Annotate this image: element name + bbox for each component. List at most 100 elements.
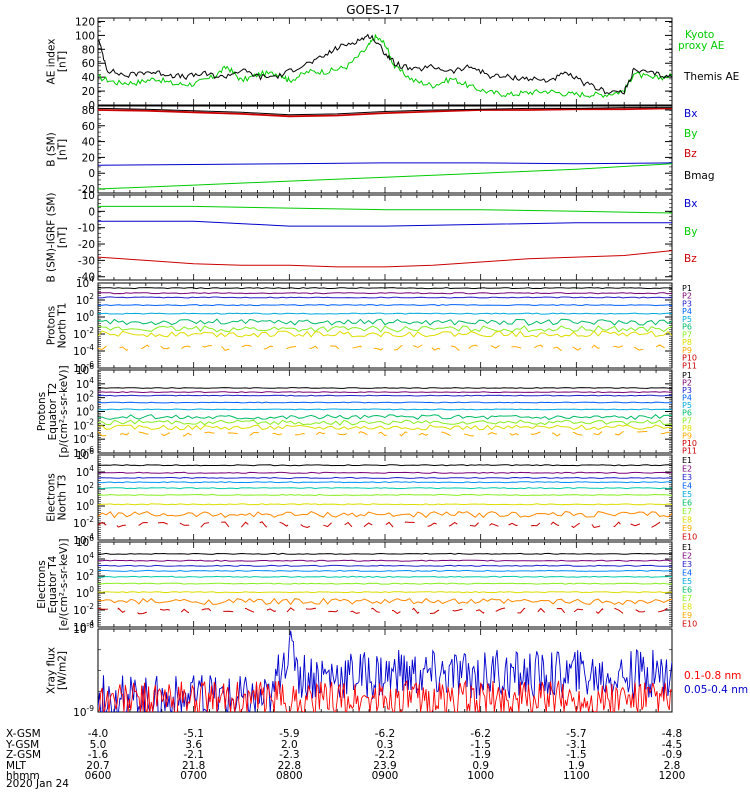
legend-p11: P11 xyxy=(682,361,697,370)
y-tick-label: 10-4 xyxy=(73,343,94,358)
y-tick-label: 106 xyxy=(76,534,94,549)
series-line-p1 xyxy=(98,387,672,389)
legend-by: By xyxy=(684,226,697,238)
legend-p6: P6 xyxy=(682,323,692,332)
y-axis-label: B (SM) xyxy=(46,132,58,166)
legend-kyoto: Kyoto xyxy=(685,29,714,41)
series-line-e3 xyxy=(98,476,672,480)
x-tick-label: 0700 xyxy=(180,770,207,782)
legend-e7: E7 xyxy=(682,507,692,516)
x-tick-label: -5.7 xyxy=(566,728,587,740)
x-tick-label: -5.9 xyxy=(279,728,300,740)
series-line-xray-long xyxy=(98,630,672,712)
series-group xyxy=(98,205,672,268)
legend-p5: P5 xyxy=(682,401,692,410)
series-line-p9 xyxy=(98,430,672,437)
y-tick-label: 104 xyxy=(76,551,94,566)
legend-p7: P7 xyxy=(682,330,692,339)
y-axis-label: Protons xyxy=(36,392,48,431)
legend-p8: P8 xyxy=(682,424,692,433)
series-line-e2 xyxy=(98,471,672,474)
y-axis-label: North T3 xyxy=(57,475,69,521)
series-group xyxy=(98,107,672,190)
series-line-e7 xyxy=(98,503,672,506)
legend-by: By xyxy=(684,128,697,140)
series-line-e2 xyxy=(98,559,672,562)
series-line-bx xyxy=(98,220,672,227)
panel-1: -20 0 20 40 60 80 B (SM) [nT] Bx By Bz Bmag xyxy=(46,105,715,196)
legend-p6: P6 xyxy=(682,409,692,418)
legend-p3: P3 xyxy=(682,386,692,395)
series-line-e5 xyxy=(98,575,672,578)
legend-bmag: Bmag xyxy=(684,170,715,182)
legend-p4: P4 xyxy=(682,307,692,316)
y-axis-label: North T1 xyxy=(57,303,69,349)
legend-e1: E1 xyxy=(682,543,692,552)
legend-bz: Bz xyxy=(684,253,697,265)
y-tick-label: 20 xyxy=(82,152,95,164)
legend-p9: P9 xyxy=(682,431,692,440)
series-line-e3 xyxy=(98,564,672,567)
legend-p7: P7 xyxy=(682,416,692,425)
legend-e6: E6 xyxy=(682,586,692,595)
y-axis-label: AE index xyxy=(46,39,58,85)
x-tick-label: -6.2 xyxy=(375,728,396,740)
y-tick-label: 106 xyxy=(76,447,94,462)
x-tick-label: -1.9 xyxy=(470,749,491,761)
legend-bx: Bx xyxy=(684,108,697,120)
x-tick-label: -1.5 xyxy=(566,749,587,761)
legend-e10: E10 xyxy=(682,533,697,542)
series-line-p4 xyxy=(98,401,672,404)
series-group xyxy=(98,387,672,437)
x-tick-label: -4.5 xyxy=(662,739,683,751)
y-tick-label: 100 xyxy=(76,309,94,324)
series-line-themis-ae xyxy=(98,33,672,95)
x-tick-label: 21.8 xyxy=(182,760,205,772)
legend-themis-ae: Themis AE xyxy=(683,71,739,83)
series-line-bz xyxy=(98,107,672,118)
panel-frame xyxy=(97,369,673,454)
x-tick-label: 1000 xyxy=(467,770,494,782)
legend-p11: P11 xyxy=(682,446,697,455)
legend-p2: P2 xyxy=(682,292,692,301)
y-axis-label: Electrons xyxy=(36,560,48,609)
y-tick-label: 100 xyxy=(76,498,94,513)
panel-2: -40 -30 -20 -10 0 10 B (SM)-IGRF (SM) [nT] Bx By B… xyxy=(46,190,698,284)
series-line-p2 xyxy=(98,292,672,295)
series-group xyxy=(98,287,672,352)
series-line-e6 xyxy=(98,582,672,585)
series-line-by xyxy=(98,163,672,190)
y-tick-label: -40 xyxy=(78,272,95,284)
y-tick-label: 80 xyxy=(82,44,95,56)
y-tick-label: 10 xyxy=(82,190,95,202)
x-tick-label: 3.6 xyxy=(185,739,202,751)
y-tick-label: 60 xyxy=(82,58,95,70)
y-tick-label: 10-2 xyxy=(73,326,94,341)
legend-e5: E5 xyxy=(682,490,692,499)
series-line-e8 xyxy=(98,597,672,606)
series-line-p2 xyxy=(98,391,672,394)
legend-p1: P1 xyxy=(682,371,692,380)
y-tick-label: 80 xyxy=(82,105,95,117)
y-tick-label: 102 xyxy=(76,481,94,496)
y-axis-label: [nT] xyxy=(57,139,69,160)
y-axis-label: Xray flux xyxy=(46,647,58,694)
x-tick-label: -1.6 xyxy=(88,749,109,761)
series-line-p9 xyxy=(98,344,672,352)
y-axis-label: B (SM)-IGRF (SM) xyxy=(46,192,58,282)
series-line-p7 xyxy=(98,325,672,333)
y-tick-label: 0 xyxy=(88,100,95,112)
x-row-label: MLT xyxy=(6,760,26,772)
series-line-p7 xyxy=(98,419,672,426)
legend-p3: P3 xyxy=(682,299,692,308)
x-tick-label: 0800 xyxy=(276,770,303,782)
y-tick-label: 10-4 xyxy=(73,431,94,446)
y-tick-label: 10-9 xyxy=(73,704,94,719)
x-tick-label: -3.1 xyxy=(566,739,587,751)
x-tick-label: -5.1 xyxy=(183,728,204,740)
panel-frame xyxy=(97,454,673,541)
